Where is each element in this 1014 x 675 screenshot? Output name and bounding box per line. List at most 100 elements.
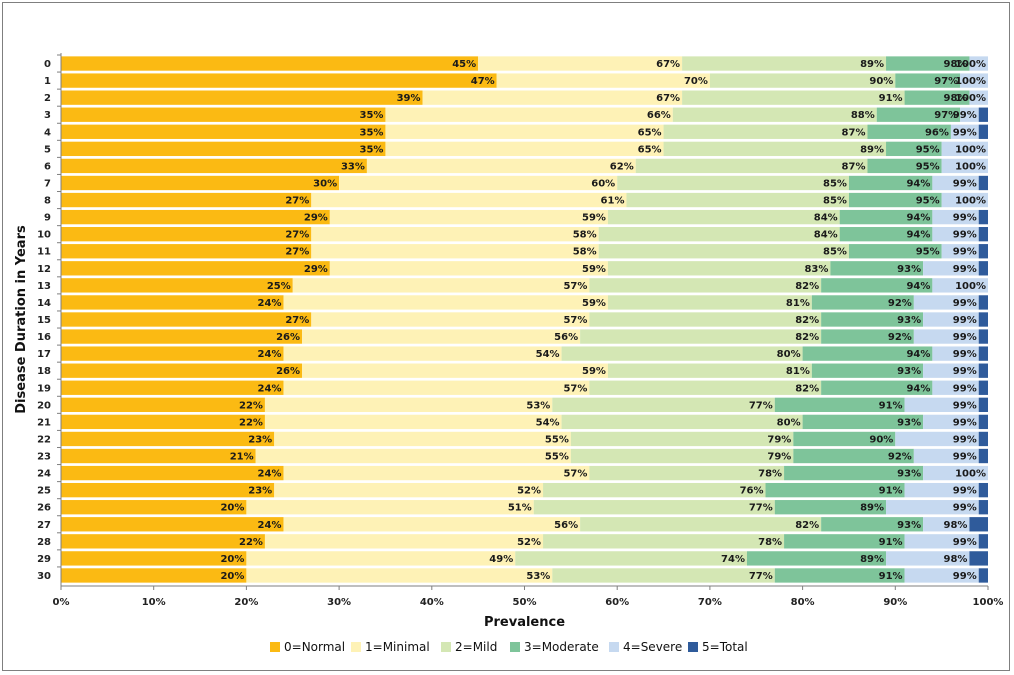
data-label: 20% bbox=[220, 503, 244, 514]
data-label: 23% bbox=[248, 434, 272, 445]
bar-segment-27-5 bbox=[969, 517, 988, 532]
bar-segment-7-4 bbox=[932, 175, 979, 191]
data-label: 35% bbox=[360, 110, 384, 121]
bar-segment-17-4 bbox=[932, 346, 979, 361]
y-tick-label: 28 bbox=[37, 537, 51, 548]
data-label: 79% bbox=[767, 452, 791, 463]
data-label: 95% bbox=[916, 196, 940, 207]
bar-segment-11-4 bbox=[941, 244, 979, 259]
bar-segment-28-0 bbox=[61, 534, 265, 549]
data-label: 94% bbox=[906, 230, 930, 241]
bar-segment-5-0 bbox=[61, 141, 386, 157]
bar-segment-23-4 bbox=[913, 448, 979, 464]
data-label: 62% bbox=[610, 161, 634, 172]
bar-segment-3-2 bbox=[672, 107, 877, 122]
data-label: 91% bbox=[879, 486, 903, 497]
data-label: 77% bbox=[749, 400, 773, 411]
data-label: 99% bbox=[953, 230, 977, 241]
bar-segment-7-2 bbox=[617, 175, 849, 191]
legend-swatch bbox=[270, 642, 280, 652]
bar-segment-26-2 bbox=[533, 500, 775, 515]
data-label: 92% bbox=[888, 452, 912, 463]
legend-label: 3=Moderate bbox=[524, 640, 599, 654]
y-tick-label: 1 bbox=[44, 76, 51, 87]
bar-segment-10-1 bbox=[311, 227, 599, 242]
x-tick-label: 20% bbox=[234, 597, 258, 608]
bar-segment-20-4 bbox=[904, 397, 979, 412]
data-label: 59% bbox=[582, 366, 606, 377]
bar-segment-18-5 bbox=[978, 363, 988, 378]
bar-segment-11-1 bbox=[311, 244, 599, 259]
bar-segment-13-0 bbox=[61, 278, 293, 293]
bar-segment-14-5 bbox=[978, 295, 988, 310]
data-label: 54% bbox=[536, 417, 560, 428]
bar-segment-13-2 bbox=[589, 278, 822, 293]
bar-segment-1-2 bbox=[709, 73, 896, 88]
bar-segment-4-0 bbox=[61, 124, 386, 139]
bar-segment-30-5 bbox=[978, 568, 988, 583]
legend-swatch bbox=[510, 642, 520, 652]
data-label: 27% bbox=[285, 315, 309, 326]
bar-segment-27-1 bbox=[283, 517, 581, 532]
bar-segment-7-0 bbox=[61, 175, 340, 191]
bar-segment-14-4 bbox=[913, 295, 979, 310]
bar-segment-27-0 bbox=[61, 517, 284, 532]
data-label: 24% bbox=[258, 298, 282, 309]
bar-segment-24-3 bbox=[784, 465, 924, 481]
y-tick-label: 13 bbox=[37, 281, 51, 292]
data-label: 99% bbox=[953, 400, 977, 411]
bar-segment-6-2 bbox=[635, 158, 868, 174]
data-label: 35% bbox=[360, 127, 384, 138]
data-label: 87% bbox=[842, 127, 866, 138]
data-label: 92% bbox=[888, 332, 912, 343]
bar-segment-20-3 bbox=[774, 397, 905, 412]
data-label: 74% bbox=[721, 554, 745, 565]
bar-segment-6-4 bbox=[941, 158, 988, 174]
bar-segment-3-4 bbox=[960, 107, 979, 122]
data-label: 93% bbox=[897, 469, 921, 480]
bar-segment-2-3 bbox=[904, 90, 970, 105]
bar-segment-3-0 bbox=[61, 107, 386, 122]
data-label: 100% bbox=[955, 144, 986, 155]
data-label: 95% bbox=[916, 144, 940, 155]
y-tick-label: 14 bbox=[37, 298, 51, 309]
bar-segment-15-0 bbox=[61, 312, 312, 327]
y-tick-label: 7 bbox=[44, 178, 51, 189]
data-label: 70% bbox=[684, 76, 708, 87]
y-tick-label: 19 bbox=[37, 383, 51, 394]
bar-segment-26-4 bbox=[886, 500, 979, 515]
bar-segment-15-3 bbox=[821, 312, 924, 327]
data-label: 82% bbox=[795, 281, 819, 292]
bar-segment-18-1 bbox=[302, 363, 608, 378]
data-label: 84% bbox=[814, 230, 838, 241]
data-label: 82% bbox=[795, 315, 819, 326]
bar-segment-15-4 bbox=[923, 312, 979, 327]
bar-segment-9-1 bbox=[329, 209, 608, 225]
data-label: 20% bbox=[220, 571, 244, 582]
bar-segment-4-4 bbox=[950, 124, 979, 139]
bar-segment-14-2 bbox=[607, 295, 812, 310]
data-label: 24% bbox=[258, 349, 282, 360]
bar-segment-22-1 bbox=[274, 431, 571, 447]
data-label: 76% bbox=[740, 486, 764, 497]
data-label: 91% bbox=[879, 400, 903, 411]
data-label: 91% bbox=[879, 93, 903, 104]
data-label: 57% bbox=[563, 281, 587, 292]
data-label: 59% bbox=[582, 298, 606, 309]
y-tick-label: 18 bbox=[37, 366, 51, 377]
bar-segment-24-2 bbox=[589, 465, 785, 481]
data-label: 100% bbox=[955, 469, 986, 480]
bar-segment-23-2 bbox=[570, 448, 794, 464]
data-label: 53% bbox=[526, 400, 550, 411]
data-label: 80% bbox=[777, 349, 801, 360]
bar-segment-18-3 bbox=[811, 363, 924, 378]
legend-label: 0=Normal bbox=[284, 640, 345, 654]
legend-swatch bbox=[441, 642, 451, 652]
data-label: 89% bbox=[860, 144, 884, 155]
data-label: 99% bbox=[953, 452, 977, 463]
bar-segment-29-5 bbox=[969, 551, 988, 566]
bar-segment-21-0 bbox=[61, 414, 265, 430]
bar-segment-10-2 bbox=[598, 227, 840, 242]
bar-segment-2-4 bbox=[969, 90, 988, 105]
bar-segment-21-2 bbox=[561, 414, 803, 430]
